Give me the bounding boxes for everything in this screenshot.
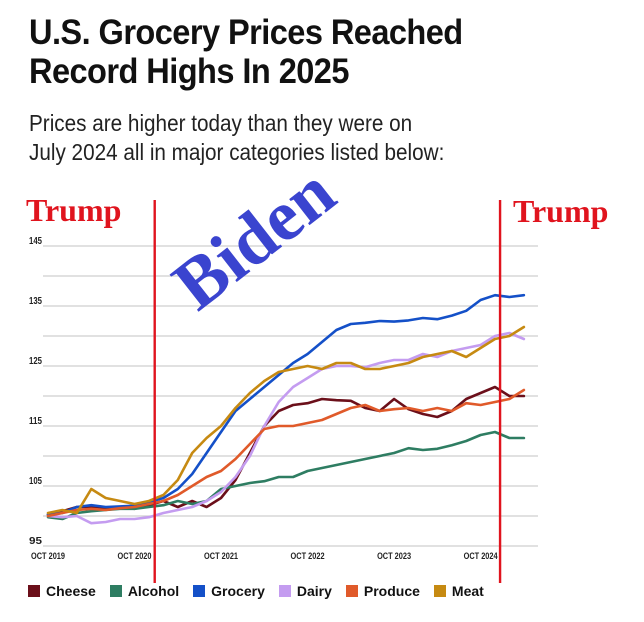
legend-item-cheese: Cheese	[28, 583, 96, 599]
trump-annotation-left: Trump	[26, 192, 122, 228]
legend-label: Meat	[451, 583, 484, 599]
series-line-cheese	[46, 385, 526, 517]
y-tick-label: 145	[29, 236, 42, 247]
legend-label: Produce	[363, 583, 420, 599]
x-tick-label: OCT 2024	[464, 551, 498, 561]
legend-item-grocery: Grocery	[193, 583, 265, 599]
legend-label: Alcohol	[127, 583, 180, 599]
y-tick-label: 135	[29, 296, 42, 307]
title-line-1: U.S. Grocery Prices Reached	[29, 13, 463, 52]
legend-item-dairy: Dairy	[278, 583, 332, 599]
x-axis-ticks: OCT 2019 OCT 2020 OCT 2021 OCT 2022 OCT 2023…	[31, 551, 498, 561]
legend-label: Grocery	[211, 583, 265, 599]
series-line-dairy	[46, 331, 526, 525]
trump-annotation-right: Trump	[513, 193, 609, 229]
legend: Cheese Alcohol Grocery Dairy Produce Mea…	[28, 583, 484, 599]
legend-label: Cheese	[46, 583, 96, 599]
legend-swatch	[433, 585, 446, 597]
legend-item-produce: Produce	[345, 583, 420, 599]
subtitle-line-1: Prices are higher today than they were o…	[29, 110, 413, 136]
legend-item-alcohol: Alcohol	[109, 583, 180, 599]
legend-swatch	[193, 585, 206, 597]
x-tick-label: OCT 2021	[204, 551, 238, 561]
x-tick-label: OCT 2019	[31, 551, 65, 561]
series-line-meat	[46, 325, 526, 515]
legend-label: Dairy	[296, 583, 332, 599]
x-tick-label: OCT 2022	[291, 551, 325, 561]
title-line-2: Record Highs In 2025	[29, 52, 349, 91]
legend-swatch	[345, 585, 358, 597]
series-line-grocery	[46, 293, 526, 516]
x-tick-label: OCT 2023	[377, 551, 411, 561]
y-tick-label: 105	[29, 476, 42, 487]
legend-swatch	[28, 585, 40, 597]
chart-subtitle: Prices are higher today than they were o…	[29, 109, 569, 167]
vertical-markers	[153, 200, 502, 583]
series-lines	[46, 293, 526, 525]
legend-swatch	[109, 585, 122, 597]
legend-item-meat: Meat	[433, 583, 484, 599]
x-tick-label: OCT 2020	[118, 551, 152, 561]
y-axis-ticks: 95 105 115 125 135 145	[29, 236, 43, 547]
subtitle-line-2: July 2024 all in major categories listed…	[29, 139, 445, 165]
y-tick-label: 125	[29, 356, 42, 367]
y-tick-label: 95	[29, 536, 43, 547]
chart-title: U.S. Grocery Prices Reached Record Highs…	[29, 13, 587, 91]
y-tick-label: 115	[29, 416, 42, 427]
series-line-produce	[46, 388, 526, 518]
legend-swatch	[278, 585, 291, 597]
